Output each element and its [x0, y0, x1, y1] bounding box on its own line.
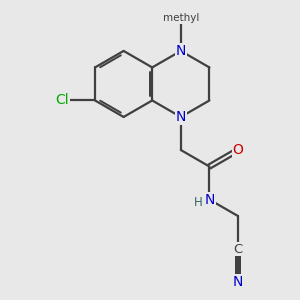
Text: C: C: [233, 243, 243, 256]
Text: N: N: [176, 44, 186, 58]
Text: O: O: [232, 143, 244, 157]
Text: N: N: [204, 193, 214, 206]
Text: methyl: methyl: [163, 13, 199, 23]
Text: H: H: [194, 196, 202, 209]
Text: N: N: [233, 275, 243, 289]
Text: N: N: [176, 110, 186, 124]
Text: Cl: Cl: [55, 94, 69, 107]
